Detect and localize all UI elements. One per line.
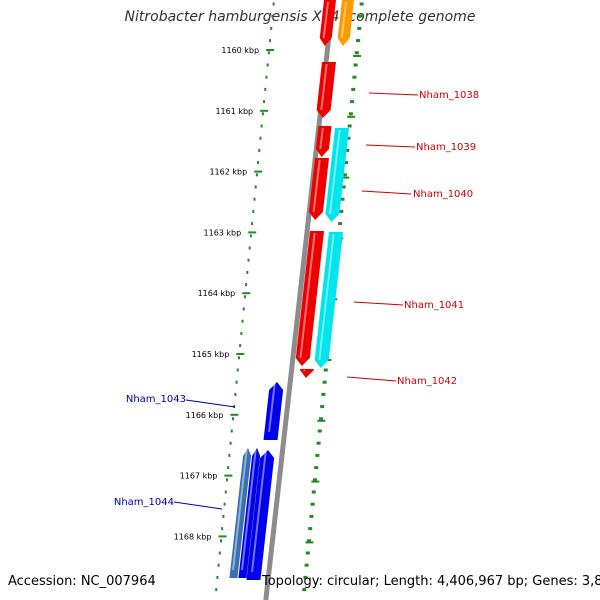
gene-leader-line <box>368 92 419 96</box>
gene-arrow-nham-1042-cyan <box>314 232 343 368</box>
gene-arrow-nham-1037 <box>319 0 336 46</box>
gene-labels: Nham_1038 Nham_1039 Nham_1040 Nham_1041 Nham… <box>114 90 479 510</box>
kbp-tick-label: 1168 kbp <box>174 532 212 541</box>
kbp-tick-label: 1167 kbp <box>180 472 218 481</box>
kbp-ruler: 1160 kbp 1161 kbp 1162 kbp 1163 kbp 1164 kbp… <box>174 2 364 592</box>
gene-arrow-nham-1040-cyan <box>325 128 349 222</box>
kbp-tick-label: 1164 kbp <box>198 289 236 298</box>
gene-leader-line <box>173 501 223 510</box>
gene-arrow-nham-1044-inner <box>238 448 261 578</box>
kbp-tick-label: 1163 kbp <box>204 228 242 237</box>
kbp-tick-label: 1161 kbp <box>215 107 253 116</box>
gene-leader-line <box>346 376 397 382</box>
gene-arrow-nham-1043 <box>263 382 284 440</box>
gene-arrow-nham-1038 <box>316 62 336 118</box>
gene-label-nham-1043: Nham_1043 <box>126 394 186 405</box>
genome-summary-text: Topology: circular; Length: 4,406,967 bp… <box>262 574 600 589</box>
gene-leader-line <box>185 399 236 408</box>
gene-arrow-nham-1042 <box>299 369 314 378</box>
gene-features <box>229 0 354 580</box>
figure-title: Nitrobacter hamburgensis X14, complete g… <box>124 9 476 25</box>
gene-label-nham-1044: Nham_1044 <box>114 497 174 508</box>
gene-arrow-nham-1039 <box>315 126 332 157</box>
gene-label-nham-1038: Nham_1038 <box>419 90 479 101</box>
gene-arrow-nham-1040 <box>308 158 329 220</box>
gene-arrow-nham-1041 <box>295 231 324 366</box>
gene-leader-line <box>361 190 412 195</box>
gene-leader-line <box>353 301 404 306</box>
gene-label-nham-1039: Nham_1039 <box>416 142 476 153</box>
gene-label-nham-1040: Nham_1040 <box>413 189 473 200</box>
gene-leader-line <box>365 144 416 148</box>
kbp-tick-label: 1165 kbp <box>192 350 230 359</box>
kbp-tick-label: 1166 kbp <box>186 411 224 420</box>
gene-arrow-nham-1044-steel <box>229 448 252 578</box>
accession-text: Accession: NC_007964 <box>8 574 156 589</box>
kbp-tick-label: 1162 kbp <box>209 168 247 177</box>
gene-arrow-nham-1044 <box>246 450 275 580</box>
gene-arrow-orange <box>337 0 354 46</box>
gene-label-nham-1041: Nham_1041 <box>404 300 464 311</box>
gene-label-nham-1042: Nham_1042 <box>397 376 457 387</box>
kbp-tick-label: 1160 kbp <box>221 46 259 55</box>
